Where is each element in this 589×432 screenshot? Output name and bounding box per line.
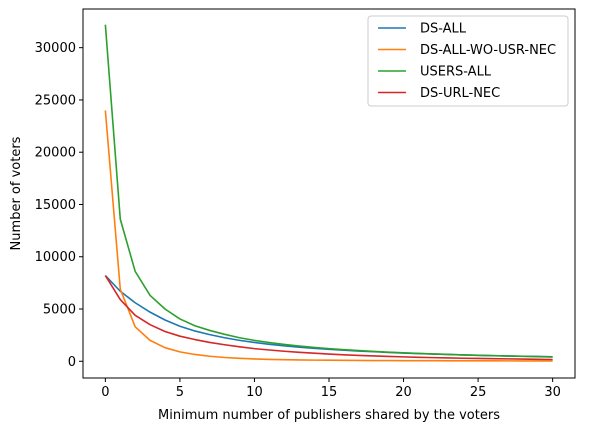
legend-box [367, 15, 569, 107]
legend-label: DS-ALL [420, 22, 467, 37]
x-tick-label: 20 [395, 385, 412, 400]
legend-label: USERS-ALL [420, 65, 492, 80]
y-axis-label: Number of voters [9, 136, 24, 250]
series-line-2 [104, 24, 553, 358]
x-tick-label: 15 [321, 385, 338, 400]
x-tick-label: 30 [544, 385, 561, 400]
series-line-1 [104, 110, 553, 362]
series-line-0 [104, 275, 553, 358]
y-tick-label: 5000 [43, 303, 76, 318]
y-tick-label: 25000 [35, 93, 76, 108]
y-tick-label: 15000 [35, 198, 76, 213]
y-tick-label: 20000 [35, 146, 76, 161]
x-axis: 0 5 10 15 20 25 30 [101, 378, 561, 400]
legend: DS-ALL DS-ALL-WO-USR-NEC USERS-ALL DS-URL-N… [367, 15, 569, 107]
legend-label: DS-URL-NEC [420, 86, 500, 101]
y-tick-label: 0 [68, 355, 76, 370]
series-line-3 [104, 275, 553, 361]
x-tick-label: 0 [101, 385, 109, 400]
x-tick-label: 10 [246, 385, 263, 400]
x-tick-label: 5 [176, 385, 184, 400]
series-lines [104, 24, 553, 362]
y-axis: 0 5000 10000 15000 20000 25000 30000 [35, 41, 83, 370]
x-tick-label: 25 [470, 385, 487, 400]
x-axis-label: Minimum number of publishers shared by t… [158, 408, 500, 423]
y-tick-label: 10000 [35, 250, 76, 265]
y-tick-label: 30000 [35, 41, 76, 56]
legend-label: DS-ALL-WO-USR-NEC [420, 43, 556, 58]
